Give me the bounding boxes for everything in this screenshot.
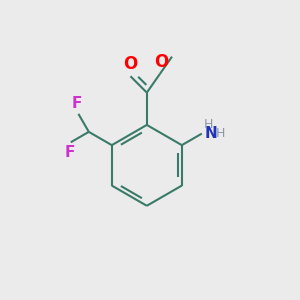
Text: F: F bbox=[64, 145, 75, 160]
Text: N: N bbox=[204, 126, 217, 141]
Text: O: O bbox=[154, 53, 168, 71]
Text: O: O bbox=[123, 55, 138, 73]
Text: F: F bbox=[72, 96, 83, 111]
Text: H: H bbox=[216, 127, 226, 140]
Text: H: H bbox=[204, 118, 214, 131]
